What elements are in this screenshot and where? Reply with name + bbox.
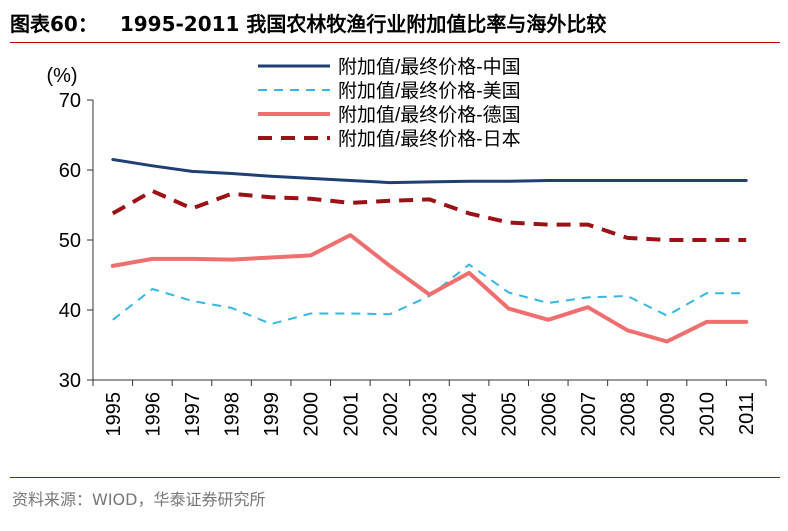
legend-label: 附加值/最终价格-美国 xyxy=(338,80,521,102)
figure-title-text: 1995-2011 我国农林牧渔行业附加值比率与海外比较 xyxy=(119,12,607,36)
series-line xyxy=(110,233,749,344)
series-line xyxy=(111,158,748,185)
legend-label: 附加值/最终价格-德国 xyxy=(338,104,521,126)
x-tick-label: 2006 xyxy=(538,392,560,437)
y-tick-label: 60 xyxy=(59,160,81,182)
legend-label: 附加值/最终价格-中国 xyxy=(338,56,521,78)
x-tick-label: 2001 xyxy=(340,392,362,437)
y-tick-label: 30 xyxy=(59,370,81,392)
x-tick-label: 2004 xyxy=(459,392,481,437)
figure-label: 图表60： xyxy=(10,12,98,36)
y-tick-label: 40 xyxy=(59,300,81,322)
x-tick-label: 2011 xyxy=(736,392,758,435)
series-line xyxy=(111,189,747,242)
x-tick-label: 1999 xyxy=(261,392,283,437)
x-tick-label: 2009 xyxy=(657,392,679,437)
y-tick-label: 50 xyxy=(59,230,81,252)
y-axis-label: (%) xyxy=(46,65,77,87)
x-tick-label: 2010 xyxy=(697,392,719,437)
x-tick-label: 1998 xyxy=(222,392,244,437)
x-tick-label: 2008 xyxy=(617,392,639,437)
source-note: 资料来源：WIOD，华泰证券研究所 xyxy=(12,490,266,509)
x-tick-label: 2007 xyxy=(578,392,600,437)
x-tick-label: 1997 xyxy=(182,392,204,437)
x-tick-label: 2003 xyxy=(420,392,442,437)
figure-title: 图表60： 1995-2011 我国农林牧渔行业附加值比率与海外比较 xyxy=(10,8,780,38)
legend-label: 附加值/最终价格-日本 xyxy=(338,128,521,150)
x-tick-label: 1995 xyxy=(103,392,125,437)
chart-series xyxy=(110,158,749,344)
x-tick-label: 1996 xyxy=(142,392,164,437)
x-tick-label: 2000 xyxy=(301,392,323,437)
chart-axes: 30 40 50 60 70 (%) 1995 1996 1997 1998 1999 2000 200… xyxy=(46,65,767,437)
x-tick-label: 2002 xyxy=(380,392,402,437)
chart-legend: 附加值/最终价格-中国附加值/最终价格-美国附加值/最终价格-德国附加值/最终价… xyxy=(258,56,521,150)
x-tick-label: 2005 xyxy=(499,392,521,437)
title-divider xyxy=(10,42,780,43)
source-divider xyxy=(10,477,780,478)
y-tick-label: 70 xyxy=(59,90,81,112)
